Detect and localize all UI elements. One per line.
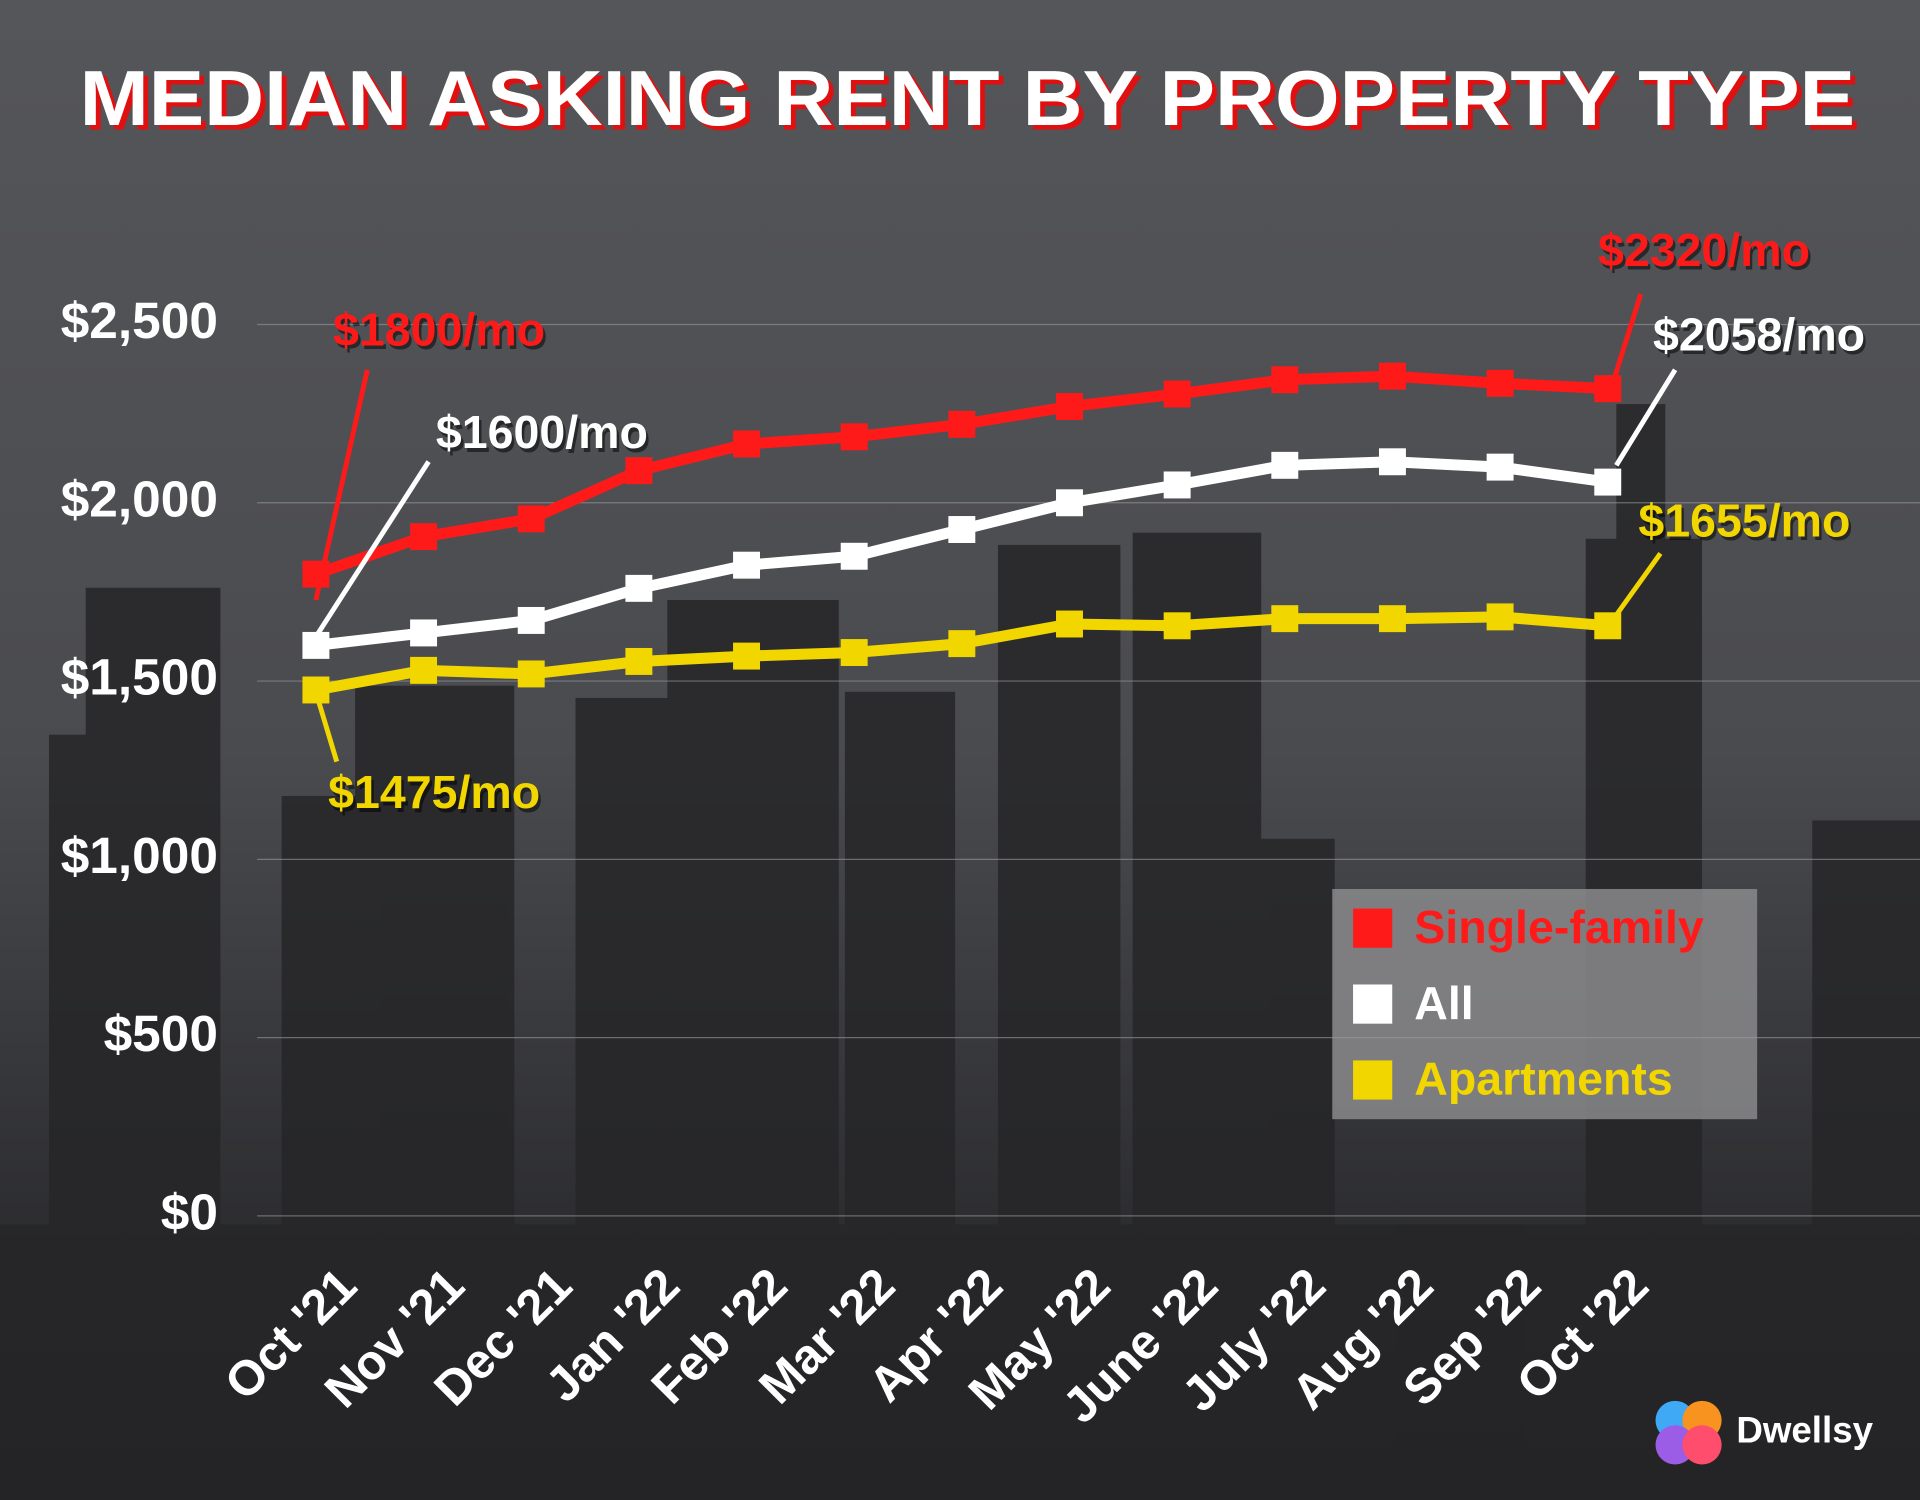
legend-label: Apartments (1414, 1053, 1672, 1105)
value-label-shadow: $1800/mo (336, 307, 548, 359)
point-marker (733, 551, 760, 579)
value-label: $2320/mo (1598, 224, 1810, 276)
point-marker (1486, 453, 1514, 481)
point-marker (625, 574, 653, 602)
point-marker (1163, 471, 1191, 499)
annotation-leader (313, 369, 370, 601)
brand-logo (1655, 1400, 1722, 1465)
point-marker (1056, 393, 1083, 420)
point-marker (1486, 369, 1514, 397)
point-marker (517, 505, 545, 533)
legend-swatch (1353, 984, 1393, 1024)
brand: Dwellsy (1736, 1409, 1873, 1450)
y-tick-label: $0 (161, 1182, 218, 1240)
point-marker (733, 642, 760, 670)
point-marker (410, 656, 438, 684)
value-label-shadow: $1600/mo (438, 410, 650, 462)
point-marker (1271, 366, 1299, 394)
point-marker (733, 430, 760, 458)
value-label: $2058/mo (1653, 308, 1865, 360)
point-marker (948, 630, 976, 658)
value-label: $1600/mo (436, 406, 648, 458)
point-marker (948, 410, 976, 438)
value-label: $1655/mo (1638, 494, 1850, 546)
value-label-shadow: $2320/mo (1600, 227, 1812, 279)
y-tick-label: $500 (104, 1004, 218, 1062)
chart-title: MEDIAN ASKING RENT BY PROPERTY TYPE (80, 54, 1856, 142)
point-marker (1486, 603, 1514, 631)
y-tick-label: $2,000 (61, 469, 218, 527)
point-marker (410, 619, 438, 647)
legend-swatch (1353, 1060, 1393, 1100)
point-marker (1271, 605, 1299, 633)
point-marker (517, 660, 545, 688)
point-marker (1163, 380, 1191, 408)
value-label-shadow: $1655/mo (1641, 498, 1853, 550)
legend-swatch (1353, 908, 1393, 948)
point-marker (1378, 605, 1406, 633)
point-marker (840, 542, 868, 570)
point-marker (410, 523, 438, 551)
point-marker (840, 423, 868, 451)
y-tick-label: $1,500 (61, 648, 218, 706)
point-marker (1056, 489, 1083, 517)
point-marker (625, 457, 653, 485)
point-marker (302, 676, 330, 704)
y-tick-label: $1,000 (61, 826, 218, 884)
legend-box (1332, 888, 1758, 1120)
point-marker (840, 639, 868, 667)
legend-label: All (1414, 977, 1473, 1029)
point-marker (1378, 448, 1406, 476)
point-marker (948, 516, 976, 543)
skyline (0, 404, 1920, 1500)
point-marker (1271, 451, 1299, 479)
point-marker (1163, 612, 1191, 640)
point-marker (1378, 362, 1406, 390)
value-label: $1800/mo (333, 303, 545, 355)
point-marker (1594, 375, 1622, 403)
point-marker (1594, 468, 1622, 496)
value-label: $1475/mo (328, 766, 540, 818)
annotation-leader (316, 699, 340, 763)
annotation-leader (313, 460, 431, 639)
annotation-leader (1611, 293, 1644, 381)
annotation-leader (1611, 552, 1663, 620)
chart-title-shadow: MEDIAN ASKING RENT BY PROPERTY TYPE (84, 59, 1860, 147)
value-label-shadow: $2058/mo (1656, 312, 1868, 364)
value-label-shadow: $1475/mo (331, 770, 543, 822)
legend-label: Single-family (1414, 901, 1704, 953)
point-marker (1056, 610, 1083, 638)
y-tick-label: $2,500 (61, 291, 218, 349)
point-marker (625, 647, 653, 675)
annotation-leader (1614, 368, 1678, 467)
point-marker (517, 606, 545, 634)
